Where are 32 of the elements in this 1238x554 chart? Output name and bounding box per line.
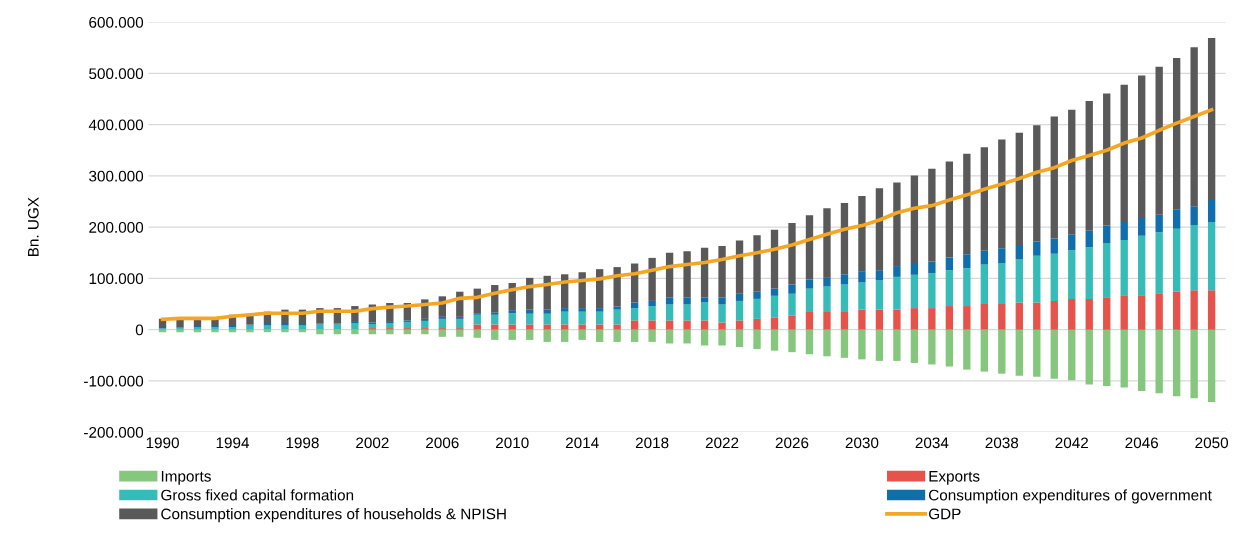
- legend-label: Imports: [161, 471, 211, 485]
- legend-label: Exports: [929, 471, 980, 485]
- x-tick-label: 2050: [1195, 437, 1229, 449]
- legend-label: Consumption expenditures of households & NPISH: [161, 508, 506, 523]
- y-tick-label: -200.000: [84, 426, 144, 438]
- legend-label: Gross fixed capital formation: [161, 489, 354, 504]
- y-tick-label: 0: [135, 324, 144, 336]
- x-tick-label: 2026: [775, 437, 809, 449]
- x-tick-label: 2042: [1055, 437, 1088, 449]
- x-tick-label: 2046: [1125, 437, 1159, 449]
- x-tick-label: 2034: [915, 437, 949, 449]
- x-tick-label: 1994: [216, 437, 250, 449]
- x-tick-label: 2030: [845, 437, 879, 449]
- x-tick-label: 2038: [985, 437, 1019, 449]
- y-tick-label: 300.000: [89, 170, 144, 182]
- x-tick-label: 2002: [356, 437, 389, 449]
- y-tick-label: 100.000: [89, 273, 144, 285]
- legend-label: Consumption expenditures of government: [929, 489, 1212, 504]
- x-tick-label: 2010: [496, 437, 529, 449]
- y-axis-title: Bn. UGX: [27, 197, 39, 257]
- legend-label: GDP: [929, 508, 961, 520]
- y-tick-label: -100.000: [84, 375, 144, 387]
- y-tick-label: 200.000: [89, 222, 144, 233]
- x-tick-label: 1990: [146, 437, 179, 449]
- y-tick-label: 400.000: [88, 119, 144, 131]
- x-tick-label: 1998: [286, 437, 319, 449]
- y-tick-label: 600.000: [89, 17, 144, 28]
- x-tick-label: 2022: [705, 437, 739, 449]
- x-tick-label: 2014: [565, 437, 599, 449]
- x-tick-label: 2006: [426, 437, 459, 449]
- x-tick-label: 2018: [635, 437, 669, 449]
- y-tick-label: 500.000: [89, 68, 144, 80]
